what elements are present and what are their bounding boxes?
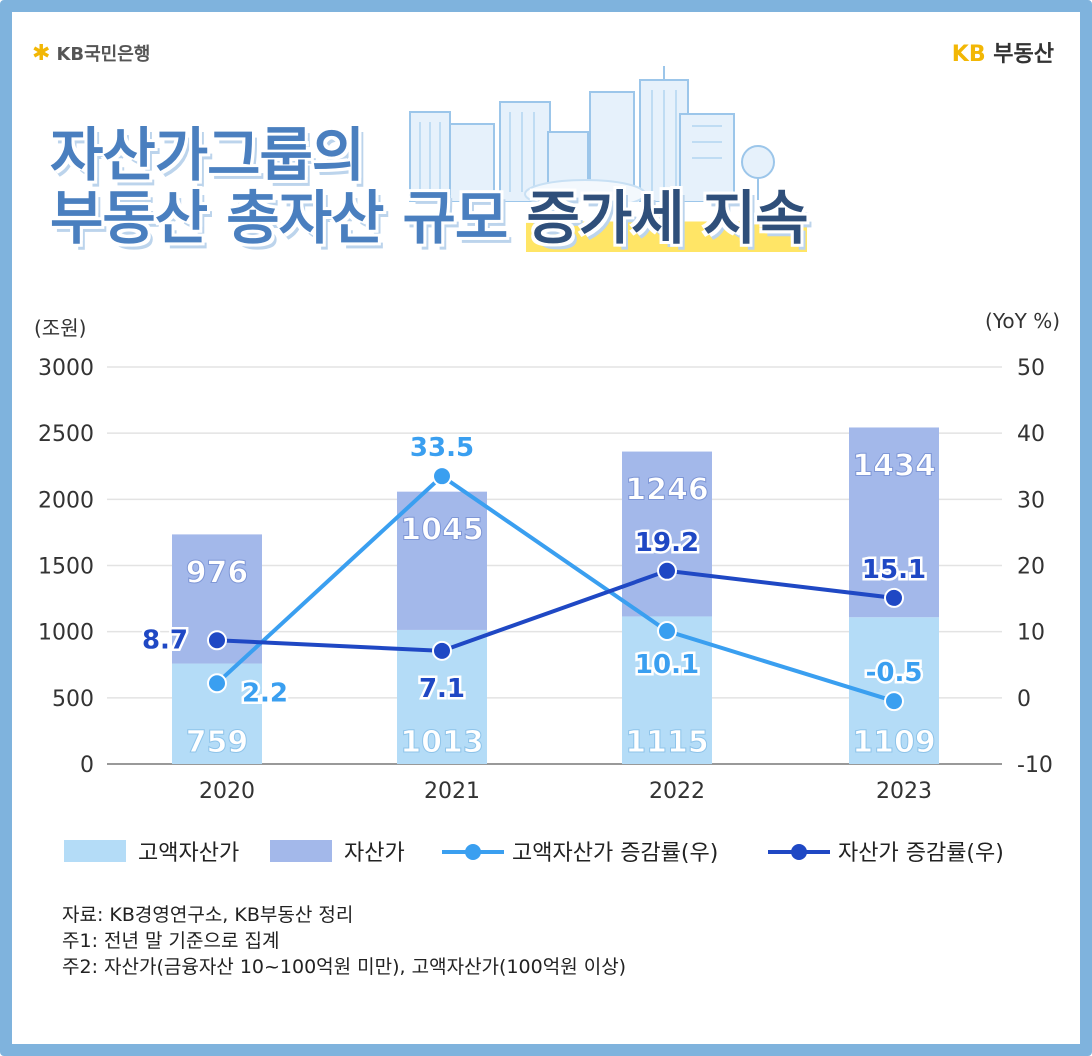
line-point xyxy=(657,621,677,642)
headline: 자산가그룹의 부동산 총자산 규모 증가세 지속 xyxy=(50,121,808,252)
line-point-label: 19.2 xyxy=(635,528,699,558)
left-tick-label: 0 xyxy=(80,753,94,778)
bar-label-affluent: 976 xyxy=(186,555,249,590)
kb-text: KB xyxy=(951,42,986,67)
note-1: 주1: 전년 말 기준으로 집계 xyxy=(62,930,280,953)
realestate-text: 부동산 xyxy=(993,42,1054,67)
note-2: 주2: 자산가(금융자산 10~100억원 미만), 고액자산가(100억원 이… xyxy=(62,956,627,979)
series-line-high-net-worth-yoy xyxy=(215,473,895,704)
legend-label: 자산가 증감률(우) xyxy=(838,841,1004,866)
right-tick-label: 20 xyxy=(1017,555,1045,580)
line-point xyxy=(657,560,677,581)
headline-line-2: 부동산 총자산 규모 증가세 지속 xyxy=(50,183,808,252)
legend-swatch-affluent xyxy=(270,840,332,862)
right-tick-label: -10 xyxy=(1017,753,1053,778)
legend-marker xyxy=(465,844,481,860)
source-line: 자료: KB경영연구소, KB부동산 정리 xyxy=(62,904,354,926)
headline-line-2-text: 부동산 총자산 규모 xyxy=(50,183,508,252)
line-point-label: 15.1 xyxy=(862,555,926,585)
left-tick-label: 500 xyxy=(52,687,94,712)
right-tick-label: 50 xyxy=(1017,356,1045,381)
line-point xyxy=(432,640,452,661)
left-tick-label: 3000 xyxy=(38,356,94,381)
line-point xyxy=(884,691,904,712)
bar-label-affluent: 1246 xyxy=(625,473,709,508)
x-tick-label: 2021 xyxy=(424,779,480,804)
line-point-label: 8.7 xyxy=(142,625,188,655)
line-point-label: -0.5 xyxy=(866,658,923,688)
right-tick-label: 0 xyxy=(1017,687,1031,712)
left-axis-unit: (조원) xyxy=(34,316,86,340)
left-tick-label: 2500 xyxy=(38,422,94,447)
kb-star-icon: ✱ xyxy=(32,40,51,66)
right-tick-label: 40 xyxy=(1017,422,1045,447)
bar-label-high-net-worth: 1013 xyxy=(400,725,484,760)
bar-label-high-net-worth: 1115 xyxy=(625,725,709,760)
bar-label-affluent: 1434 xyxy=(852,448,936,483)
legend-marker xyxy=(791,844,807,860)
line-point xyxy=(207,630,227,651)
line-point-label: 7.1 xyxy=(419,674,465,704)
x-tick-label: 2023 xyxy=(876,779,932,804)
kb-realestate-logo: KB 부동산 xyxy=(952,36,1054,68)
headline-line-1: 자산가그룹의 xyxy=(50,121,365,189)
legend-swatch-high-net-worth xyxy=(64,840,126,862)
combo-chart: 0 500 1000 1500 2000 2500 3000 -10 0 10 20 30 40 50 (조… xyxy=(34,309,1060,866)
left-tick-label: 2000 xyxy=(38,488,94,513)
left-tick-label: 1500 xyxy=(38,555,94,580)
line-point-label: 33.5 xyxy=(410,433,474,463)
kb-kookmin-text: KB국민은행 xyxy=(56,44,151,65)
legend-label: 고액자산가 xyxy=(138,841,239,866)
bar-label-affluent: 1045 xyxy=(400,513,484,548)
legend-label: 자산가 xyxy=(344,841,405,866)
legend-label: 고액자산가 증감률(우) xyxy=(512,841,718,866)
bar-affluent xyxy=(849,427,939,618)
kb-kookmin-logo: ✱ KB국민은행 xyxy=(32,40,150,66)
left-tick-label: 1000 xyxy=(38,621,94,646)
bar-label-high-net-worth: 759 xyxy=(186,725,249,760)
line-point xyxy=(884,587,904,608)
line-point xyxy=(432,466,452,487)
line-point-label: 10.1 xyxy=(635,650,699,680)
bar-label-high-net-worth: 1109 xyxy=(852,725,936,760)
x-tick-label: 2022 xyxy=(649,779,705,804)
x-tick-label: 2020 xyxy=(199,779,255,804)
bar-affluent xyxy=(397,491,487,630)
source-notes: 자료: KB경영연구소, KB부동산 정리 주1: 전년 말 기준으로 집계 주… xyxy=(62,902,626,981)
infographic-card: ✱ KB국민은행 KB 부동산 자산가그룹의 부동산 총자산 규모 xyxy=(12,12,1080,1044)
right-tick-label: 10 xyxy=(1017,621,1045,646)
line-point xyxy=(207,673,227,694)
right-axis-unit: (YoY %) xyxy=(985,309,1060,333)
right-tick-label: 30 xyxy=(1017,488,1045,513)
line-point-label: 2.2 xyxy=(242,678,288,708)
bar-affluent xyxy=(622,451,712,617)
headline-highlight: 증가세 지속 xyxy=(526,183,808,252)
series-line-affluent-yoy xyxy=(216,568,895,653)
